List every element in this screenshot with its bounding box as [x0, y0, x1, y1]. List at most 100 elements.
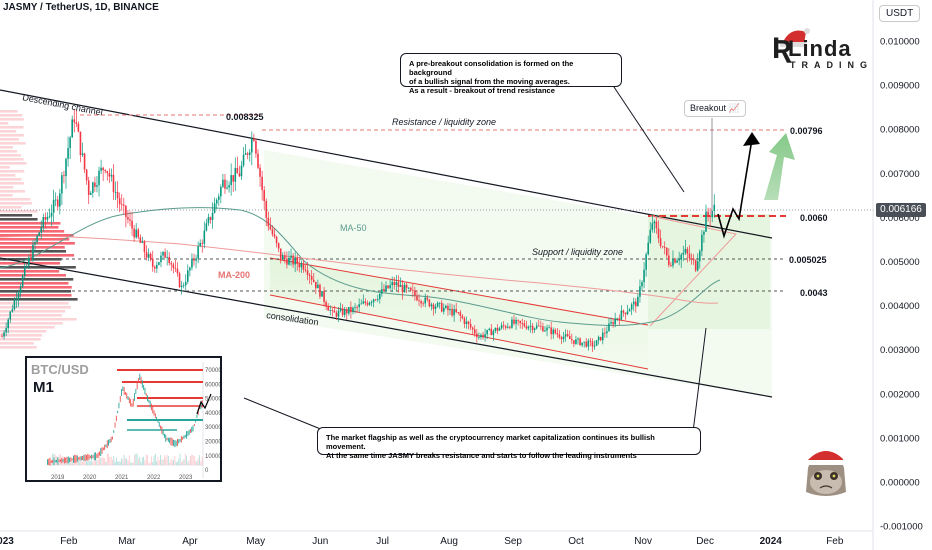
- candle: [75, 109, 78, 128]
- btc-candle: [152, 406, 154, 414]
- candle: [587, 338, 590, 351]
- btc-candle: [104, 444, 106, 450]
- btc-y-tick: 0: [205, 468, 209, 474]
- currency-button[interactable]: USDT: [879, 5, 921, 22]
- logo-r-icon: Ʀ: [772, 32, 793, 65]
- btc-volume-bar: [95, 458, 96, 465]
- candle: [269, 217, 272, 231]
- btc-candle: [190, 429, 191, 433]
- candle: [48, 208, 51, 219]
- btc-inset-chart: BTC/USD M1 70000 60000 50000 40000 30000 2000…: [25, 356, 222, 482]
- volume-profile-bar: [0, 342, 34, 345]
- candle: [552, 327, 555, 339]
- candle: [676, 257, 678, 264]
- candle: [639, 279, 641, 303]
- btc-volume-bar: [151, 456, 152, 465]
- btc-volume-bar: [87, 461, 89, 465]
- btc-candle: [61, 457, 63, 464]
- btc-candle: [71, 458, 73, 461]
- btc-volume-bar: [170, 458, 172, 465]
- volume-profile-bar: [0, 198, 31, 201]
- candle: [284, 251, 286, 264]
- y-tick-label: 0.000000: [880, 478, 920, 489]
- volume-profile-bar: [0, 146, 13, 149]
- btc-volume-bar: [158, 460, 160, 465]
- btc-volume-bar: [196, 460, 198, 465]
- time-axis[interactable]: 2023 Feb Mar Apr May Jun Jul Aug Sep Oct Nov Dec 202…: [0, 536, 844, 547]
- btc-y-tick: 50000: [205, 397, 222, 403]
- candle: [618, 314, 621, 326]
- candle: [488, 327, 491, 331]
- candle: [246, 151, 249, 160]
- candle: [166, 250, 168, 266]
- support-zone-label: Support / liquidity zone: [532, 247, 623, 257]
- candle: [123, 197, 125, 215]
- candle: [182, 282, 185, 289]
- x-tick-label: Nov: [634, 536, 652, 547]
- candle: [430, 302, 433, 311]
- candle: [174, 259, 177, 272]
- candle: [504, 324, 507, 331]
- candle: [215, 198, 218, 209]
- btc-volume-bar: [79, 460, 81, 465]
- candle: [651, 215, 654, 233]
- volume-profile-bar: [0, 130, 17, 133]
- btc-candle: [174, 440, 176, 448]
- candle: [701, 229, 703, 257]
- candle: [478, 332, 480, 340]
- candle: [624, 312, 627, 320]
- candle: [703, 229, 705, 243]
- candle: [465, 316, 468, 329]
- volume-profile-bar: [0, 306, 71, 309]
- candle: [230, 163, 232, 196]
- btc-candle: [118, 402, 120, 409]
- candle: [414, 286, 416, 301]
- candle: [261, 170, 263, 201]
- btc-candle: [109, 438, 111, 444]
- candle: [688, 245, 691, 262]
- btc-candle: [47, 459, 48, 465]
- volume-profile-bar: [0, 182, 24, 185]
- candle: [616, 317, 619, 322]
- candle: [544, 326, 546, 333]
- btc-candle: [165, 434, 167, 442]
- channel-upper-line: [0, 89, 773, 239]
- candle: [694, 259, 697, 273]
- candle: [407, 287, 410, 290]
- btc-candle: [63, 457, 65, 464]
- candle: [329, 305, 332, 316]
- candle: [387, 284, 389, 290]
- btc-volume-bar: [182, 460, 184, 465]
- candle: [300, 260, 303, 273]
- candle: [511, 316, 513, 329]
- candle: [296, 254, 299, 271]
- candle: [614, 312, 616, 328]
- btc-volume-bar: [96, 460, 98, 465]
- btc-candle: [97, 452, 99, 458]
- btc-volume-bar: [71, 458, 73, 465]
- btc-volume-bar: [121, 458, 122, 465]
- btc-volume-bar: [135, 453, 137, 465]
- volume-profile-bar: [0, 202, 32, 205]
- btc-candle: [158, 421, 160, 427]
- btc-volume-bar: [86, 454, 87, 465]
- candle: [610, 317, 612, 325]
- candle: [403, 282, 406, 293]
- forecast-arrowhead-black: [743, 132, 760, 146]
- btc-volume-bar: [193, 455, 195, 465]
- candle: [94, 176, 96, 192]
- candle: [139, 234, 142, 244]
- volume-profile-bar: [0, 210, 38, 213]
- candle: [358, 298, 360, 313]
- btc-volume-bar: [100, 457, 102, 465]
- candle: [226, 179, 228, 190]
- candle: [294, 251, 296, 273]
- candle: [471, 326, 474, 335]
- candle: [535, 322, 538, 330]
- candle: [440, 299, 443, 313]
- candle: [416, 290, 418, 302]
- candle: [135, 223, 137, 239]
- price-axis[interactable]: 0.010000 0.009000 0.008000 0.007000 0.006000…: [880, 37, 923, 533]
- volume-profile-bar: [0, 334, 43, 337]
